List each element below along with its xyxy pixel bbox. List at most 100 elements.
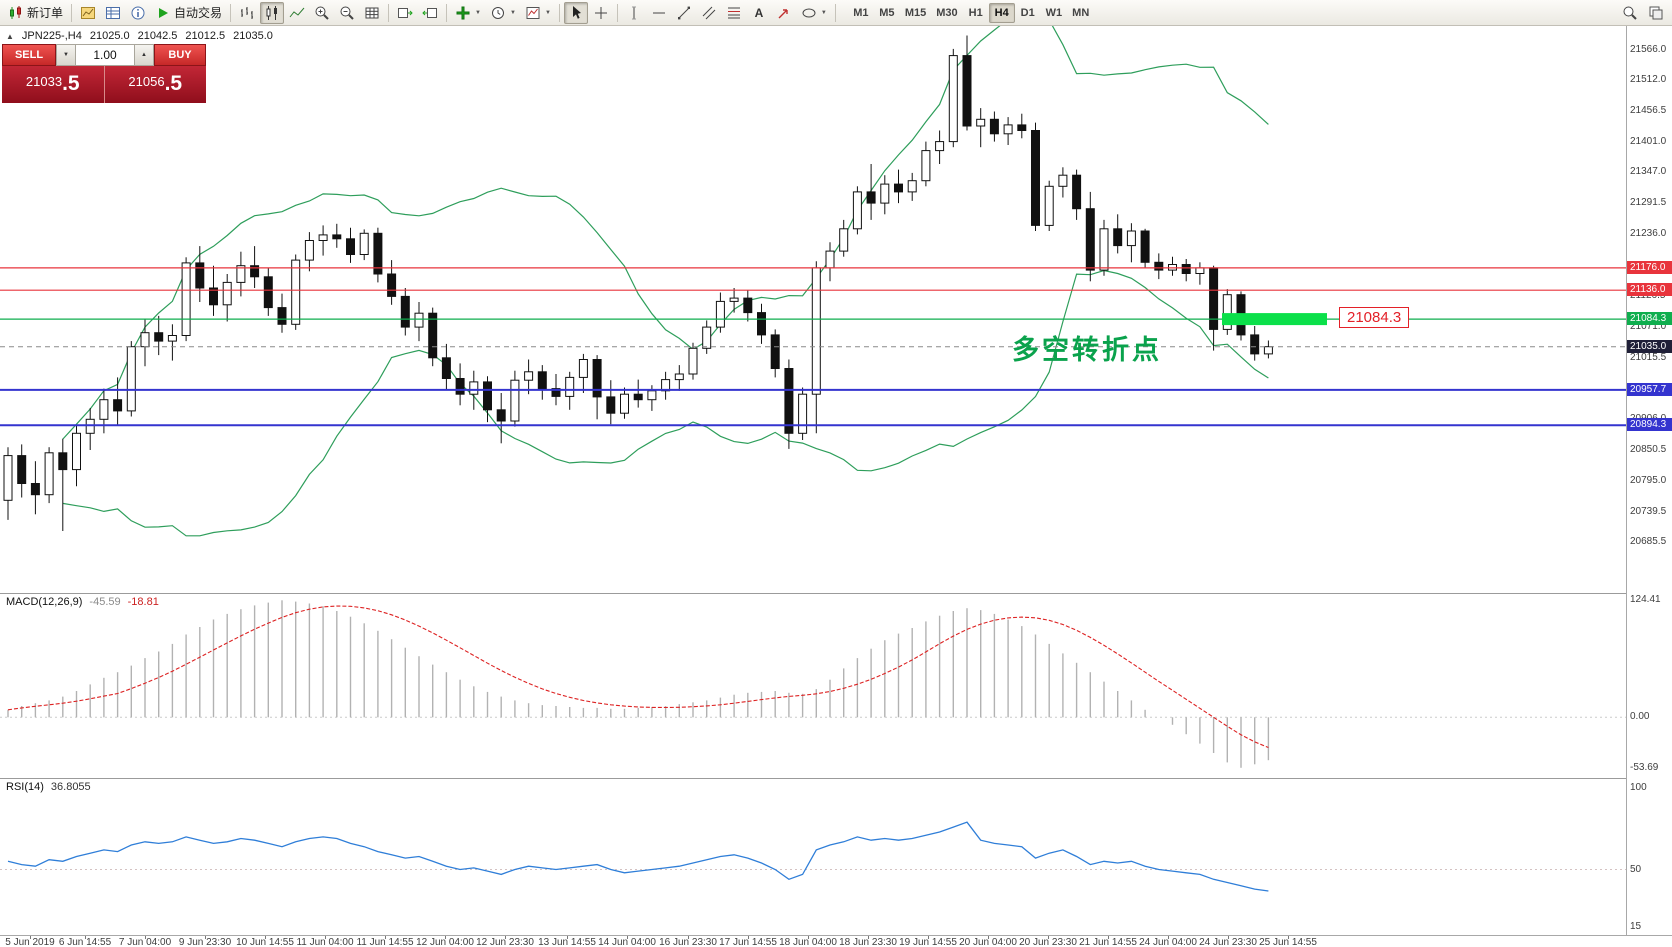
- symbol-period-label: JPN225-,H4: [21, 30, 82, 42]
- chart-window-button[interactable]: [76, 2, 100, 24]
- price-axis-label: 21456.5: [1630, 105, 1667, 117]
- candle-body: [948, 55, 958, 143]
- ellipse-shape-icon: [802, 8, 816, 17]
- candle-body: [825, 250, 835, 269]
- volume-decrease-button[interactable]: ▼: [56, 44, 76, 66]
- candle-body: [222, 281, 232, 306]
- turning-point-highlight-bar[interactable]: [1222, 313, 1327, 326]
- indicators-plus-icon: [456, 6, 470, 19]
- high-value: 21042.5: [137, 30, 178, 42]
- candle-body: [839, 228, 849, 252]
- sell-price-display[interactable]: 21033 .5: [2, 66, 105, 103]
- buy-price-display[interactable]: 21056 .5: [104, 66, 206, 103]
- candle-body: [332, 234, 342, 240]
- price-marker-label: 21176.0: [1627, 260, 1672, 274]
- sell-button[interactable]: SELL: [2, 44, 56, 66]
- chart-window-icon: [81, 6, 96, 19]
- shapes-tool-button[interactable]: ▼: [797, 2, 831, 24]
- candle-body: [866, 191, 876, 204]
- timeframe-M1[interactable]: M1: [848, 3, 874, 23]
- timeframe-M15[interactable]: M15: [900, 3, 931, 23]
- macd-pane[interactable]: [0, 593, 1626, 778]
- candle-body: [373, 232, 383, 275]
- trendline-tool-button[interactable]: [672, 2, 696, 24]
- time-axis-label: 18 Jun 23:30: [839, 937, 897, 947]
- search-button[interactable]: [1618, 2, 1642, 24]
- volume-increase-button[interactable]: ▲: [134, 44, 154, 66]
- horizontal-line-tool-button[interactable]: [647, 2, 671, 24]
- vertical-line-icon: [631, 6, 636, 19]
- rsi-pane[interactable]: [0, 778, 1626, 935]
- grid-button[interactable]: [360, 2, 384, 24]
- fibonacci-tool-button[interactable]: [722, 2, 746, 24]
- candle-body: [633, 393, 643, 401]
- chart-shift-button[interactable]: [418, 2, 442, 24]
- horizontal-line-icon: [652, 12, 665, 13]
- time-axis-label: 16 Jun 23:30: [659, 937, 717, 947]
- time-axis[interactable]: 5 Jun 2019 6 Jun 14:55 7 Jun 04:00 9 Jun 23…: [0, 935, 1672, 947]
- bar-chart-mode-button[interactable]: [235, 2, 259, 24]
- time-axis-tick: [145, 936, 146, 939]
- zoom-in-button[interactable]: [310, 2, 334, 24]
- rsi-label: RSI(14) 36.8055: [6, 781, 91, 793]
- new-order-icon: [10, 5, 21, 19]
- candle-body: [1058, 174, 1068, 187]
- line-chart-mode-button[interactable]: [285, 2, 309, 24]
- periods-button[interactable]: ▼: [486, 2, 520, 24]
- rsi-axis-label: 15: [1630, 920, 1642, 932]
- zoom-out-button[interactable]: [335, 2, 359, 24]
- price-axis-label: 21566.0: [1630, 44, 1667, 55]
- new-order-button[interactable]: 新订单: [4, 2, 67, 24]
- indicators-button[interactable]: ▼: [451, 2, 485, 24]
- time-axis-tick: [1228, 936, 1229, 939]
- macd-value: -45.59: [89, 596, 121, 608]
- templates-button[interactable]: ▼: [521, 2, 555, 24]
- vertical-line-tool-button[interactable]: [622, 2, 646, 24]
- autotrading-button[interactable]: 自动交易: [151, 2, 226, 24]
- timeframe-M30[interactable]: M30: [931, 3, 962, 23]
- candle-body: [551, 388, 561, 397]
- time-axis-label: 5 Jun 2019: [5, 937, 55, 947]
- timeframe-D1[interactable]: D1: [1015, 3, 1041, 23]
- price-axis-label: 20795.0: [1630, 474, 1667, 486]
- candle-body: [798, 393, 808, 434]
- timeframe-H1[interactable]: H1: [963, 3, 989, 23]
- volume-input[interactable]: [76, 44, 134, 66]
- candle-body: [1044, 185, 1054, 226]
- collapse-panel-icon[interactable]: ▲: [6, 31, 14, 41]
- pane-separator[interactable]: [0, 593, 1672, 594]
- turning-point-annotation[interactable]: 多空转折点: [1012, 335, 1162, 365]
- candlestick-mode-button[interactable]: [260, 1, 285, 24]
- candle-body: [387, 273, 397, 297]
- market-watch-button[interactable]: [101, 2, 125, 24]
- price-axis[interactable]: 21566.0 21512.0 21456.5 21401.0 21347.0 21291…: [1626, 26, 1672, 935]
- low-value: 21012.5: [185, 30, 226, 42]
- chevron-down-icon: ▼: [475, 9, 481, 16]
- candle-body: [154, 332, 164, 342]
- candle-body: [702, 326, 712, 349]
- zoom-in-icon: [315, 6, 329, 20]
- data-window-button[interactable]: [126, 2, 150, 24]
- arrows-tool-button[interactable]: [772, 2, 796, 24]
- crosshair-button[interactable]: [589, 2, 613, 24]
- buy-button[interactable]: BUY: [154, 44, 206, 66]
- candle-body: [770, 334, 780, 369]
- level-price-tag[interactable]: 21084.3: [1339, 307, 1410, 328]
- timeframe-W1[interactable]: W1: [1041, 3, 1068, 23]
- channel-icon: [702, 6, 716, 19]
- channel-tool-button[interactable]: [697, 2, 721, 24]
- autotrading-play-icon: [159, 7, 169, 18]
- timeframe-MN[interactable]: MN: [1067, 3, 1094, 23]
- price-axis-label: 21291.5: [1630, 197, 1667, 209]
- candle-body: [880, 183, 890, 204]
- candle-body: [455, 378, 465, 395]
- timeframe-M5[interactable]: M5: [874, 3, 900, 23]
- candle-body: [167, 335, 177, 342]
- pane-separator[interactable]: [0, 778, 1672, 779]
- windows-layout-button[interactable]: [1644, 2, 1668, 24]
- text-tool-button[interactable]: A: [747, 2, 771, 24]
- cursor-button[interactable]: [563, 1, 588, 24]
- main-price-chart[interactable]: [0, 26, 1626, 593]
- auto-scroll-button[interactable]: [393, 2, 417, 24]
- timeframe-H4[interactable]: H4: [988, 2, 1015, 23]
